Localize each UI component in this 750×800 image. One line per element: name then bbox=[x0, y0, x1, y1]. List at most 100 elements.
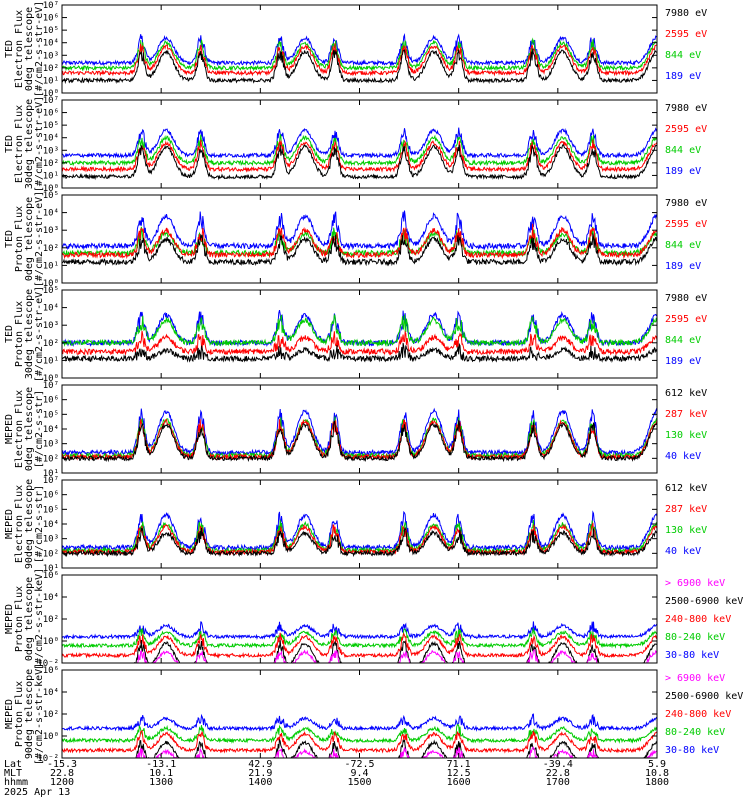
panel-7-legend-5: 30-80 keV bbox=[665, 650, 719, 661]
footer-lat-7: 5.9 bbox=[648, 759, 666, 770]
panel-3-series-1 bbox=[62, 233, 657, 267]
panel-5-ytick-label: 10⁶ bbox=[43, 396, 59, 406]
panel-2-ytick-label: 10³ bbox=[43, 146, 59, 156]
footer-mlt-5: 12.5 bbox=[447, 768, 471, 779]
footer-hhmm-2: 1300 bbox=[149, 777, 173, 788]
panel-1-ylabel-line-3: 0deg telescope bbox=[24, 7, 35, 91]
panel-8-frame bbox=[61, 669, 658, 759]
panel-1-ylabel-line-2: Electron Flux bbox=[14, 10, 25, 88]
panel-3-legend-3: 844 eV bbox=[665, 240, 701, 251]
panel-7-ylabel-line-2: Proton Flux bbox=[14, 586, 25, 652]
panel-5-legend-2: 287 keV bbox=[665, 409, 707, 420]
panel-4-ytick-label: 10¹ bbox=[43, 356, 59, 366]
panel-2-ylabel-line-4: [#/cm2-s-str-eV] bbox=[34, 96, 45, 192]
panel-6: 10¹ 10² 10³ 10⁴ 10⁵ 10⁶ 10⁷ MEPED Electron Flux 9… bbox=[4, 476, 707, 574]
footer-hhmm-6: 1700 bbox=[546, 777, 570, 788]
panel-8-ytick-label: 10⁰ bbox=[43, 732, 59, 742]
panel-1-ytick-label: 10² bbox=[43, 64, 59, 74]
footer-hhmm-3: 1400 bbox=[248, 777, 272, 788]
panel-5-legend-3: 130 keV bbox=[665, 430, 707, 441]
panel-3-series-4 bbox=[62, 210, 657, 251]
panel-stack: 10⁰ 10¹ 10² 10³ 10⁴ 10⁵ 10⁶ 10⁷ TED Electron Flux… bbox=[4, 1, 743, 765]
panel-8-ylabel-line-3: 90deg telescope bbox=[24, 669, 35, 759]
panel-1: 10⁰ 10¹ 10² 10³ 10⁴ 10⁵ 10⁶ 10⁷ TED Electron Flux… bbox=[4, 1, 707, 99]
panel-4-ytick-label: 10³ bbox=[43, 321, 59, 331]
panel-2-ytick-label: 10⁴ bbox=[43, 134, 59, 144]
panel-1-legend-4: 189 eV bbox=[665, 71, 701, 82]
panel-3-series-3 bbox=[62, 226, 657, 258]
panel-5-ylabel-line-4: [#/cm2-s-str] bbox=[34, 390, 45, 468]
panel-4-ylabel-line-1: TED bbox=[4, 325, 15, 343]
panel-2-data bbox=[62, 127, 657, 181]
panel-5-series-4 bbox=[62, 407, 657, 457]
panel-4-ytick-label: 10⁵ bbox=[43, 286, 59, 296]
footer-lat-5: 71.1 bbox=[447, 759, 471, 770]
panel-4-legend-2: 2595 eV bbox=[665, 314, 707, 325]
panel-2: 10⁰ 10¹ 10² 10³ 10⁴ 10⁵ 10⁶ 10⁷ TED Electron Flux… bbox=[4, 96, 707, 194]
panel-7-ylabel-line-1: MEPED bbox=[4, 604, 15, 634]
panel-3-ytick-label: 10⁵ bbox=[43, 191, 59, 201]
panel-6-ytick-label: 10⁴ bbox=[43, 520, 59, 530]
panel-4-frame bbox=[61, 289, 658, 379]
panel-4: 10⁰ 10¹ 10² 10³ 10⁴ 10⁵ TED Proton Flux 30deg te… bbox=[4, 286, 707, 384]
panel-7-ylabel-line-4: [#/cm2-s-str-keV] bbox=[34, 568, 45, 670]
panel-3-ytick-label: 10⁰ bbox=[43, 279, 59, 289]
panel-8-ytick-label: 10² bbox=[43, 710, 59, 720]
panel-8-series-5 bbox=[62, 713, 657, 732]
panel-8-data bbox=[62, 713, 657, 758]
panel-3-ytick-label: 10¹ bbox=[43, 261, 59, 271]
panel-5-ylabel-line-2: Electron Flux bbox=[14, 390, 25, 468]
panel-2-ytick-label: 10² bbox=[43, 159, 59, 169]
panel-4-ytick-label: 10⁴ bbox=[43, 304, 59, 314]
panel-7-legend-2: 2500-6900 keV bbox=[665, 596, 743, 607]
footer-hhmm-4: 1500 bbox=[347, 777, 371, 788]
footer-lat-6: -39.4 bbox=[543, 759, 573, 770]
panel-5-series-2 bbox=[62, 418, 657, 461]
panel-8-ylabel-line-1: MEPED bbox=[4, 699, 15, 729]
panel-8-legend-4: 80-240 keV bbox=[665, 727, 725, 738]
panel-2-series-4 bbox=[62, 127, 657, 160]
panel-6-ytick-label: 10¹ bbox=[43, 564, 59, 574]
footer-mlt-7: 10.8 bbox=[645, 768, 669, 779]
panel-6-ytick-label: 10⁷ bbox=[43, 476, 59, 486]
panel-8-series-4 bbox=[62, 723, 657, 744]
panel-2-ylabel-line-3: 30deg telescope bbox=[24, 99, 35, 189]
panel-3-legend-1: 7980 eV bbox=[665, 198, 707, 209]
panel-2-legend-3: 844 eV bbox=[665, 145, 701, 156]
panel-1-legend-3: 844 eV bbox=[665, 50, 701, 61]
panel-4-series-3 bbox=[62, 314, 657, 348]
panel-3-ylabel-line-2: Proton Flux bbox=[14, 206, 25, 272]
footer-lat-1: -15.3 bbox=[47, 759, 77, 770]
panel-7-ytick-label: 10² bbox=[43, 615, 59, 625]
footer-label-lat: Lat bbox=[4, 759, 22, 770]
panel-5-ylabel-line-1: MEPED bbox=[4, 414, 15, 444]
panel-7-series-1 bbox=[62, 649, 657, 663]
panel-8-ytick-label: 10⁴ bbox=[43, 688, 59, 698]
panel-8-ylabel-line-4: [#/cm2-s-str-keV] bbox=[34, 663, 45, 765]
panel-1-ytick-label: 10¹ bbox=[43, 76, 59, 86]
panel-6-ytick-label: 10² bbox=[43, 549, 59, 559]
panel-6-ylabel-line-3: 90deg telescope bbox=[24, 479, 35, 569]
panel-7-ytick-label: 10⁻² bbox=[37, 659, 59, 669]
panel-7-ytick-label: 10⁴ bbox=[43, 593, 59, 603]
footer-mlt-6: 22.8 bbox=[546, 768, 570, 779]
panel-5: 10¹ 10² 10³ 10⁴ 10⁵ 10⁶ 10⁷ MEPED Electron Flux 0… bbox=[4, 381, 707, 479]
panel-1-ytick-label: 10⁰ bbox=[43, 89, 59, 99]
panel-8-series-3 bbox=[62, 729, 657, 754]
footer-label-date: 2025 Apr 13 bbox=[4, 787, 70, 798]
footer-lat-3: 42.9 bbox=[248, 759, 272, 770]
orbit-footer: Lat MLT hhmm 2025 Apr 13 -15.322.81200-1… bbox=[4, 759, 669, 798]
panel-7-frame bbox=[61, 574, 658, 664]
panel-3-ytick-label: 10³ bbox=[43, 226, 59, 236]
panel-7-ytick-label: 10⁰ bbox=[43, 637, 59, 647]
panel-3-series-2 bbox=[62, 223, 657, 260]
panel-6-ylabel-line-1: MEPED bbox=[4, 509, 15, 539]
panel-7-legend-3: 240-800 keV bbox=[665, 614, 731, 625]
panel-1-legend-2: 2595 eV bbox=[665, 29, 707, 40]
footer-mlt-1: 22.8 bbox=[50, 768, 74, 779]
panel-1-legend-1: 7980 eV bbox=[665, 8, 707, 19]
panel-3-ytick-label: 10² bbox=[43, 244, 59, 254]
panel-4-ytick-label: 10² bbox=[43, 339, 59, 349]
panel-2-ytick-label: 10⁰ bbox=[43, 184, 59, 194]
